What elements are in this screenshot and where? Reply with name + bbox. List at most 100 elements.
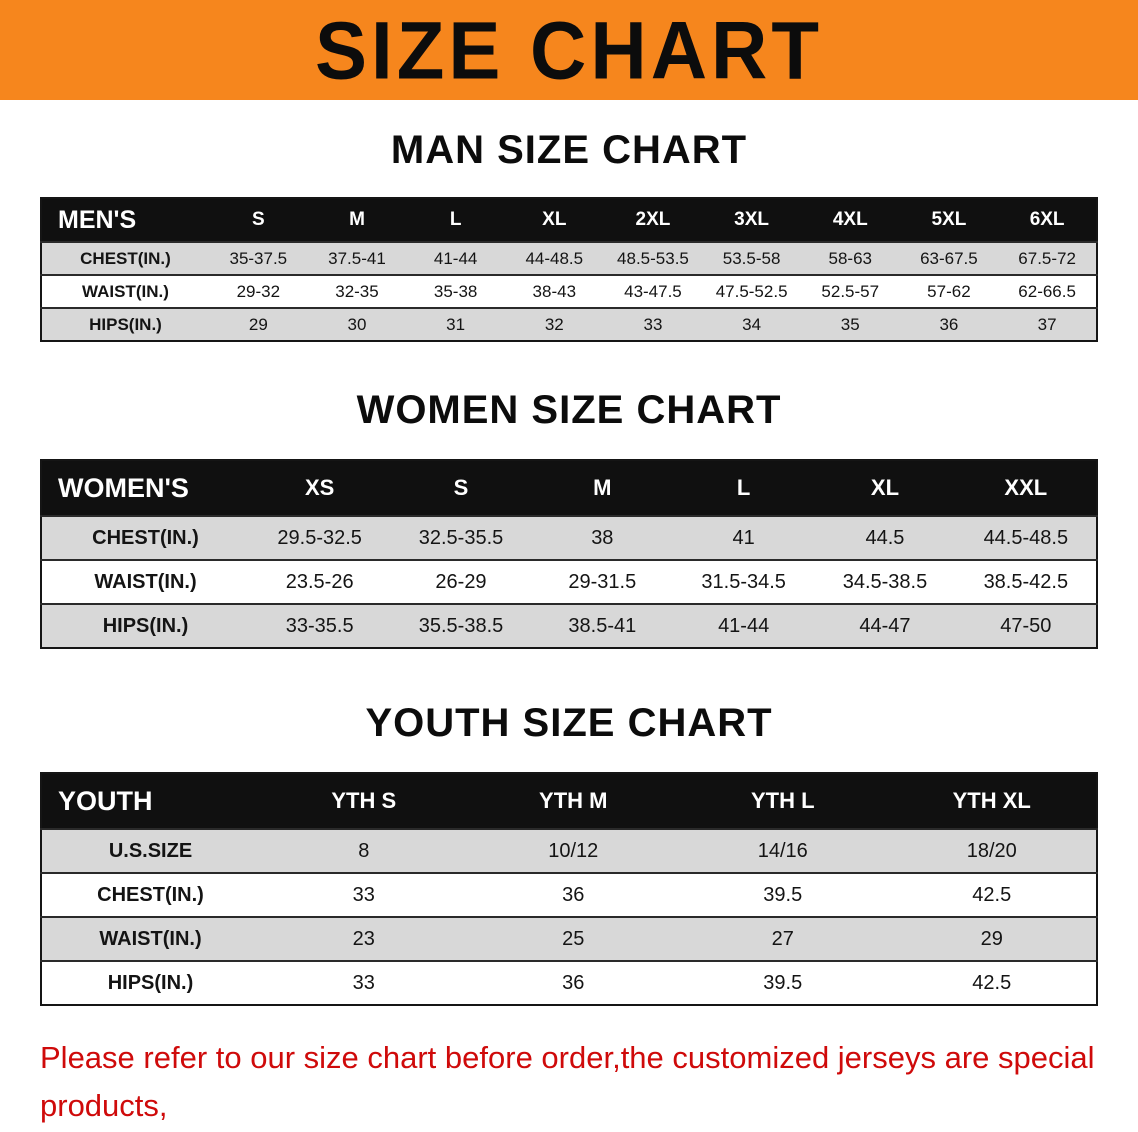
cell: 10/12 (548, 839, 599, 862)
men-size-section: MAN SIZE CHART MEN'S S M L XL 2XL 3XL 4XL 5XL 6XL… (0, 128, 1138, 342)
column-header: M (349, 209, 365, 230)
cell: 29-31.5 (568, 570, 637, 593)
cell: 35-37.5 (229, 248, 288, 268)
cell: 33 (643, 314, 663, 334)
cell: 47-50 (1000, 614, 1052, 637)
column-header: L (449, 209, 462, 230)
youth-size-table: YOUTH YTH S YTH M YTH L YTH XL U.S.SIZE 8 10/12… (40, 772, 1098, 1006)
column-header: 4XL (832, 209, 868, 230)
table-title: WOMEN'S (58, 472, 189, 503)
cell: 31 (446, 314, 466, 334)
cell: 36 (939, 314, 959, 334)
cell: 29 (248, 314, 268, 334)
cell: 38.5-41 (568, 614, 637, 637)
table-title: YOUTH (58, 785, 153, 816)
row-label: WAIST(IN.) (82, 281, 169, 301)
column-header: S (251, 209, 265, 230)
cell: 26-29 (435, 570, 487, 593)
row-label: HIPS(IN.) (102, 614, 189, 637)
table-row: HIPS(IN.) 33-35.5 35.5-38.5 38.5-41 41-44 44-… (41, 604, 1097, 648)
women-size-table: WOMEN'S XS S M L XL XXL CHEST(IN.) 29.5-32.5 32.5… (40, 459, 1098, 649)
youth-size-section: YOUTH SIZE CHART YOUTH YTH S YTH M YTH L YTH… (0, 701, 1138, 1006)
cell: 41 (732, 526, 755, 549)
table-row: WAIST(IN.) 29-32 32-35 35-38 38-43 43-47.5 47.… (41, 275, 1097, 308)
column-header: YTH XL (952, 788, 1031, 813)
row-label: CHEST(IN.) (80, 248, 171, 268)
row-label: CHEST(IN.) (92, 526, 199, 549)
cell: 29.5-32.5 (277, 526, 362, 549)
cell: 33 (352, 971, 375, 994)
column-header: 2XL (635, 209, 671, 230)
cell: 42.5 (972, 971, 1012, 994)
column-header: S (453, 475, 469, 500)
column-header: YTH M (539, 788, 608, 813)
cell: 52.5-57 (821, 281, 880, 301)
cell: 18/20 (966, 839, 1017, 862)
table-header-row: WOMEN'S XS S M L XL XXL (41, 460, 1097, 516)
cell: 32-35 (335, 281, 379, 301)
notice-line-1: Please refer to our size chart before or… (40, 1040, 1095, 1124)
cell: 29 (980, 927, 1003, 950)
column-header: YTH S (331, 788, 397, 813)
table-row: HIPS(IN.) 29 30 31 32 33 34 35 36 37 (41, 308, 1097, 341)
column-header: L (736, 475, 751, 500)
page-title: SIZE CHART (315, 3, 823, 96)
table-row: CHEST(IN.) 33 36 39.5 42.5 (41, 873, 1097, 917)
column-header: 5XL (931, 209, 967, 230)
table-row: WAIST(IN.) 23.5-26 26-29 29-31.5 31.5-34.5 34… (41, 560, 1097, 604)
cell: 32.5-35.5 (418, 526, 504, 549)
cell: 36 (562, 883, 585, 906)
cell: 48.5-53.5 (617, 248, 689, 268)
cell: 35 (840, 314, 860, 334)
column-header: 6XL (1029, 209, 1065, 230)
cell: 57-62 (927, 281, 971, 301)
cell: 39.5 (763, 883, 803, 906)
cell: 67.5-72 (1018, 248, 1076, 268)
cell: 38.5-42.5 (983, 570, 1069, 593)
cell: 14/16 (757, 839, 808, 862)
row-label: WAIST(IN.) (99, 927, 202, 950)
table-row: U.S.SIZE 8 10/12 14/16 18/20 (41, 829, 1097, 873)
row-label: U.S.SIZE (108, 839, 193, 862)
cell: 29-32 (236, 281, 281, 301)
cell: 41-44 (718, 614, 770, 637)
cell: 25 (562, 927, 585, 950)
youth-section-heading: YOUTH SIZE CHART (365, 701, 773, 745)
cell: 47.5-52.5 (715, 281, 788, 301)
cell: 31.5-34.5 (701, 570, 786, 593)
row-label: HIPS(IN.) (89, 314, 162, 334)
men-size-table: MEN'S S M L XL 2XL 3XL 4XL 5XL 6XL CHEST(IN.) 35-37… (40, 197, 1098, 342)
cell: 63-67.5 (920, 248, 978, 268)
column-header: 3XL (734, 209, 770, 230)
table-row: HIPS(IN.) 33 36 39.5 42.5 (41, 961, 1097, 1005)
cell: 43-47.5 (624, 281, 682, 301)
cell: 34.5-38.5 (842, 570, 928, 593)
cell: 34 (742, 314, 762, 334)
cell: 35-38 (433, 281, 478, 301)
column-header: M (593, 475, 612, 500)
cell: 33-35.5 (285, 614, 354, 637)
cell: 44.5-48.5 (983, 526, 1069, 549)
row-label: HIPS(IN.) (107, 971, 194, 994)
cell: 44-48.5 (525, 248, 584, 268)
table-title: MEN'S (58, 205, 137, 234)
cell: 42.5 (972, 883, 1012, 906)
column-header: YTH L (750, 788, 815, 813)
cell: 38-43 (532, 281, 577, 301)
women-size-section: WOMEN SIZE CHART WOMEN'S XS S M L XL XXL CHEST(… (0, 388, 1138, 649)
cell: 41-44 (433, 248, 478, 268)
cell: 53.5-58 (722, 248, 781, 268)
women-section-heading: WOMEN SIZE CHART (356, 388, 782, 432)
cell: 37 (1037, 314, 1057, 334)
footer-notice: Please refer to our size chart before or… (40, 1034, 1098, 1132)
cell: 38 (591, 526, 614, 549)
table-header-row: YOUTH YTH S YTH M YTH L YTH XL (41, 773, 1097, 829)
cell: 30 (347, 314, 367, 334)
cell: 35.5-38.5 (418, 614, 504, 637)
table-row: CHEST(IN.) 29.5-32.5 32.5-35.5 38 41 44.5 44.5… (41, 516, 1097, 560)
row-label: CHEST(IN.) (97, 883, 204, 906)
cell: 44-47 (859, 614, 911, 637)
column-header: XS (304, 475, 335, 500)
column-header: XL (870, 475, 900, 500)
